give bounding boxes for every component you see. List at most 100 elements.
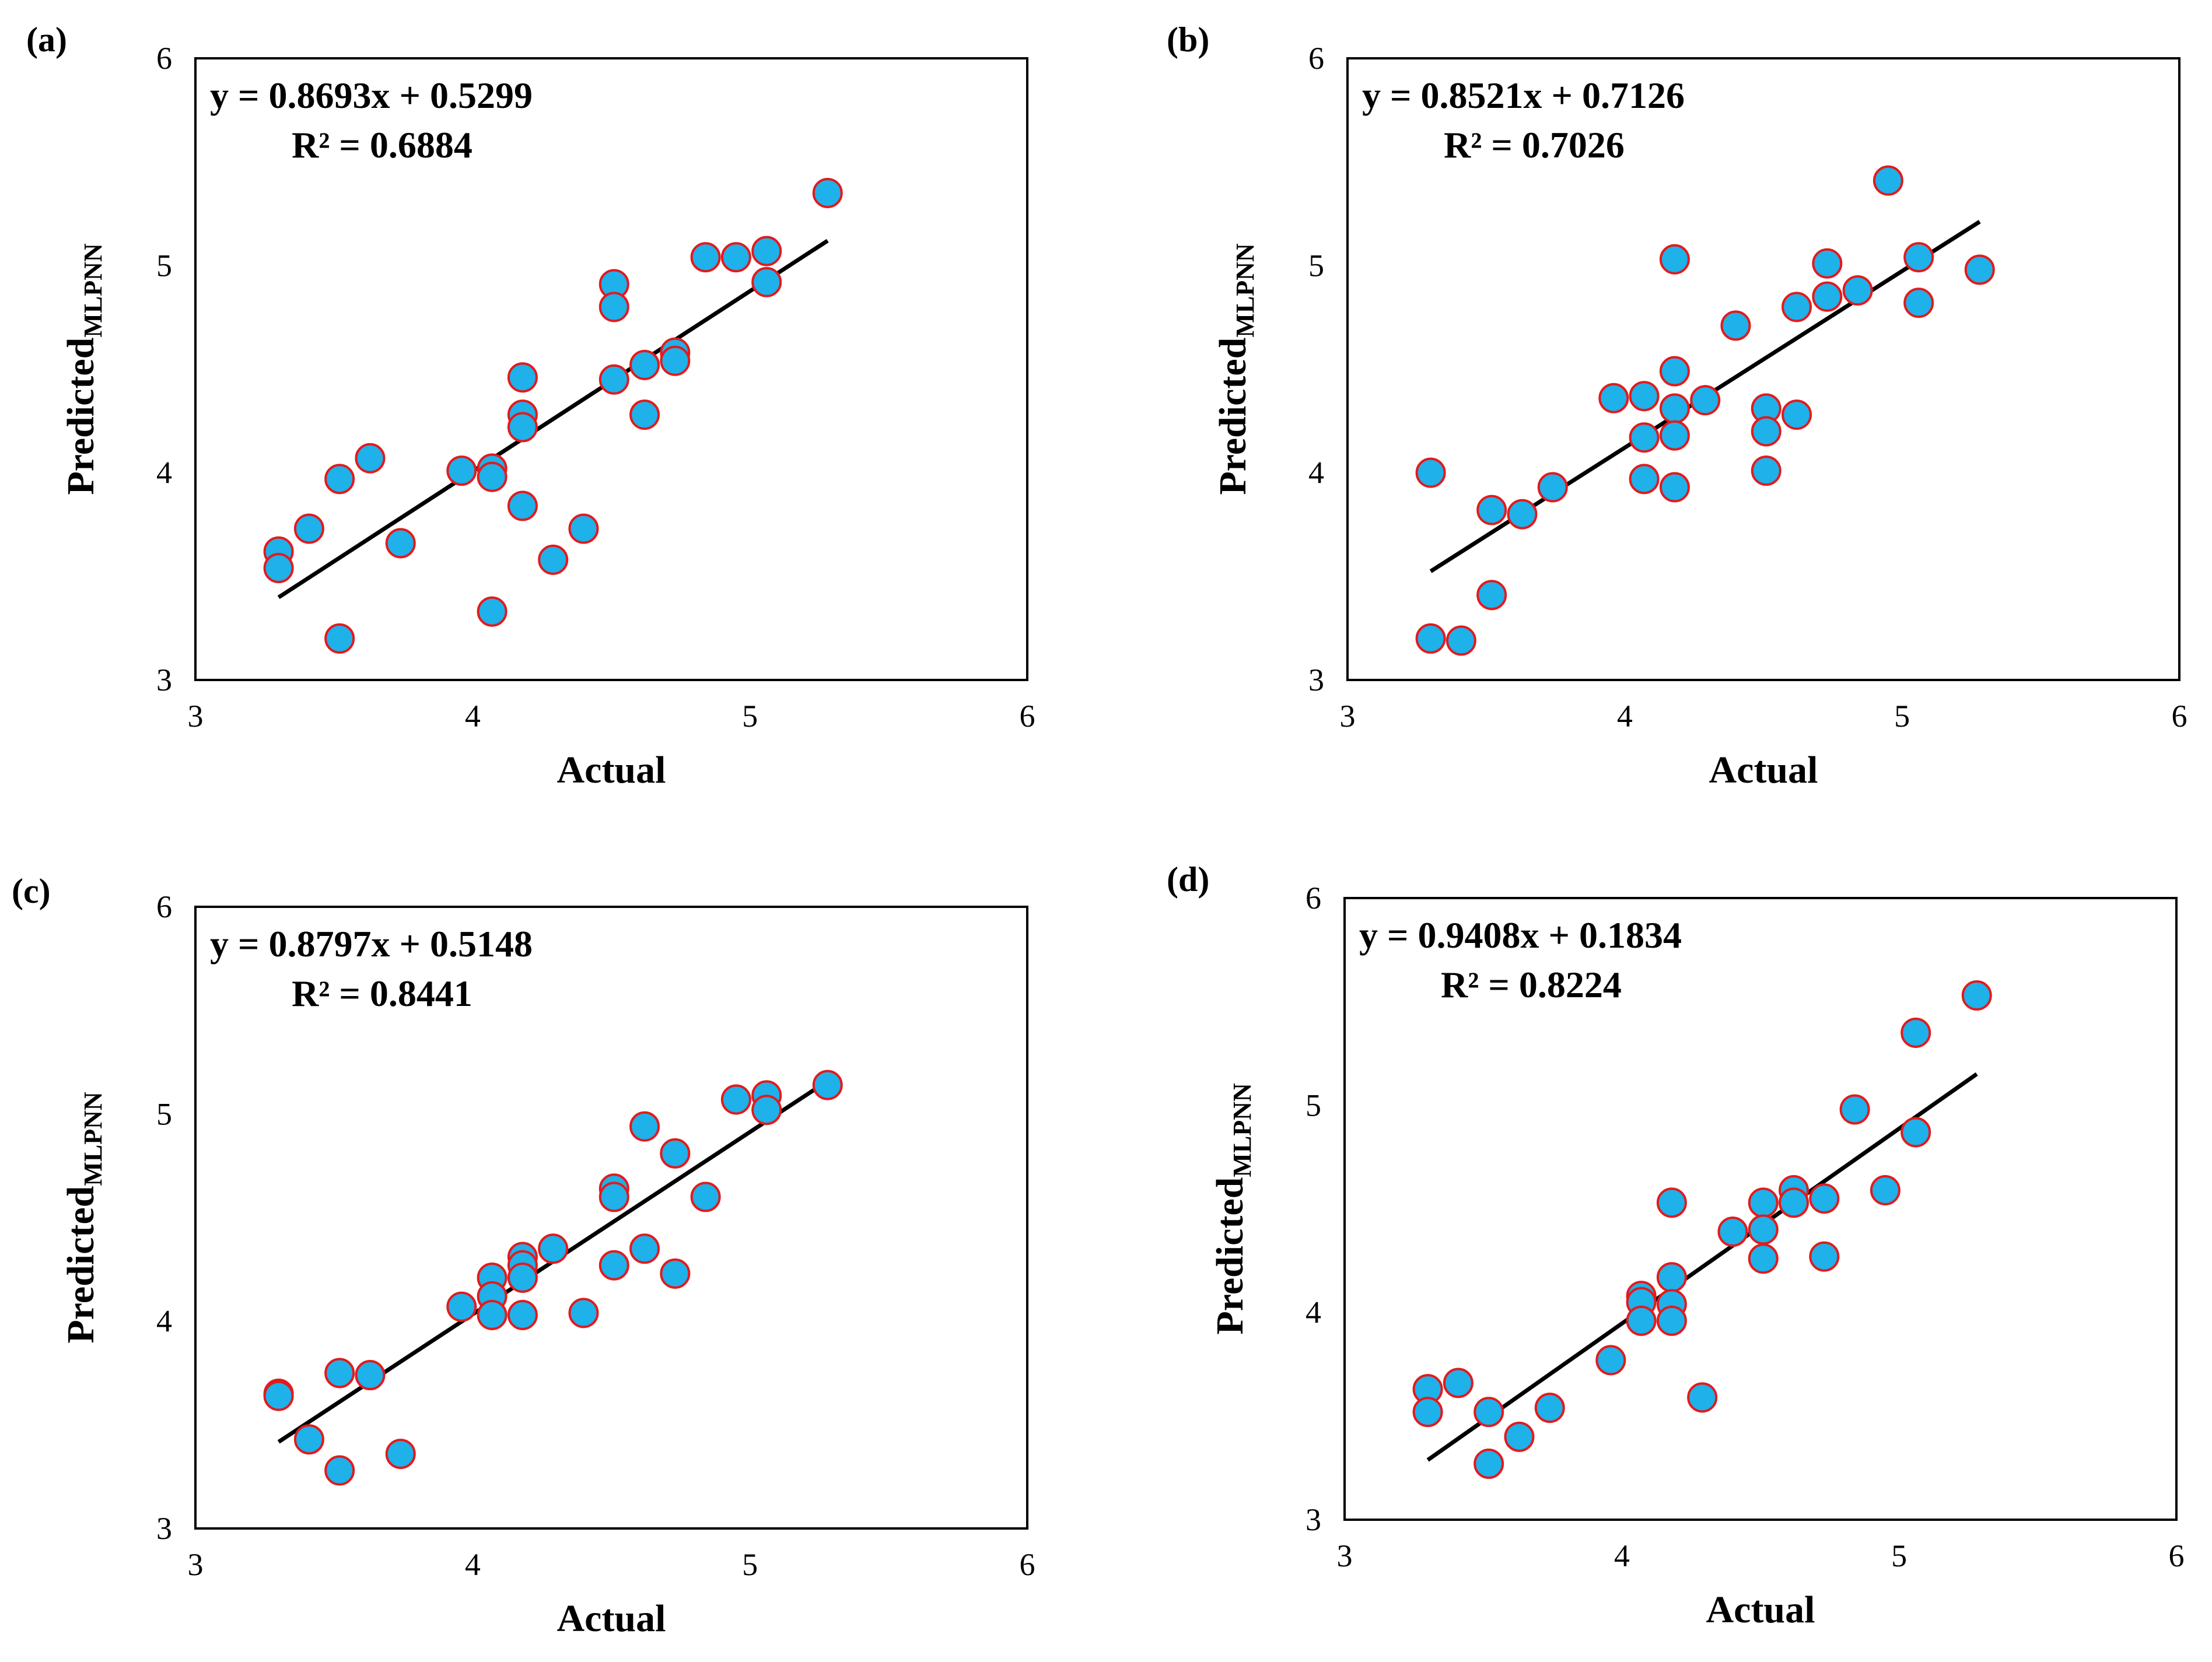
data-point	[355, 443, 386, 474]
chart-panel-2: (b) 3 4 5 6 3 4 5 6 Actual PredictedMLPNN y = 0.852…	[1167, 20, 2188, 791]
data-point	[477, 461, 508, 492]
regression-equation: y = 0.9408x + 0.1834	[1359, 914, 1682, 956]
x-tick-label: 4	[465, 1547, 481, 1582]
data-point	[1412, 1397, 1443, 1428]
data-point	[324, 1455, 355, 1486]
data-point	[538, 1233, 569, 1264]
data-point	[812, 1070, 843, 1100]
data-point	[598, 292, 629, 322]
trend-line	[1426, 1072, 1978, 1462]
data-point	[751, 267, 782, 297]
y-axis-title-main: Predicted	[60, 1186, 102, 1344]
data-point	[629, 399, 660, 430]
data-point	[1842, 275, 1873, 306]
x-tick-label: 5	[1894, 699, 1910, 734]
data-point	[1629, 422, 1660, 453]
plot-frame	[1346, 57, 2180, 681]
y-tick-label: 3	[1308, 662, 1324, 697]
data-point	[660, 1258, 691, 1289]
data-point	[629, 1111, 660, 1142]
y-axis-title-main: Predicted	[60, 338, 102, 495]
data-point	[1629, 381, 1660, 412]
trend-line	[277, 239, 829, 599]
data-point	[1443, 1368, 1474, 1398]
data-point	[1720, 310, 1751, 341]
y-axis-title-main: Predicted	[1212, 338, 1254, 495]
x-axis-title: Actual	[557, 749, 666, 791]
y-tick-label: 6	[1308, 41, 1324, 76]
data-point	[446, 1291, 477, 1322]
data-point	[1748, 1214, 1779, 1245]
data-point	[507, 1263, 538, 1293]
data-point	[598, 1181, 629, 1212]
data-point	[660, 345, 691, 376]
data-point	[568, 1298, 599, 1328]
data-point	[660, 1138, 691, 1169]
x-tick-label: 6	[2172, 699, 2188, 734]
r-squared-label: R² = 0.6884	[292, 124, 473, 166]
data-point	[1690, 385, 1721, 416]
regression-equation: y = 0.8693x + 0.5299	[210, 75, 533, 116]
data-point	[324, 1358, 355, 1388]
x-tick-label: 6	[1020, 699, 1035, 734]
x-tick-label: 5	[742, 699, 758, 734]
data-point	[1748, 1243, 1779, 1274]
panel-label: (d)	[1167, 860, 1209, 899]
data-point	[1961, 980, 1992, 1011]
x-axis-title: Actual	[1709, 749, 1818, 791]
data-point	[1964, 254, 1995, 285]
data-point	[1748, 1187, 1779, 1218]
data-point	[629, 349, 660, 380]
data-point	[751, 236, 782, 267]
y-axis-title: PredictedMLPNN	[60, 243, 107, 495]
data-point	[324, 464, 355, 495]
data-point	[690, 242, 721, 273]
data-point	[1474, 1449, 1504, 1479]
y-axis-title: PredictedMLPNN	[60, 1092, 107, 1344]
data-point	[538, 544, 569, 575]
data-point	[1415, 457, 1446, 488]
data-point	[720, 1084, 751, 1115]
data-point	[1626, 1305, 1657, 1336]
y-axis-title: PredictedMLPNN	[1212, 243, 1259, 495]
data-point	[1903, 287, 1934, 318]
x-axis-title: Actual	[1706, 1589, 1815, 1631]
plot-frame	[194, 57, 1028, 681]
data-point	[324, 623, 355, 654]
data-point	[1659, 244, 1690, 275]
x-tick-label: 4	[465, 699, 481, 734]
data-point	[1903, 242, 1934, 273]
data-point	[1751, 416, 1782, 447]
data-point	[507, 1300, 538, 1331]
data-point	[385, 528, 416, 559]
r-squared-label: R² = 0.8224	[1441, 964, 1622, 1005]
data-point	[1873, 165, 1903, 196]
data-point	[598, 1250, 629, 1281]
data-point	[1446, 625, 1476, 656]
y-tick-label: 3	[156, 1511, 172, 1546]
data-point	[1474, 1397, 1504, 1428]
data-point	[507, 412, 538, 443]
data-point	[1751, 455, 1782, 486]
chart-panel-1: (a) 3 4 5 6 3 4 5 6 Actual PredictedMLPNN y = 0.869…	[26, 20, 1035, 791]
y-tick-label: 5	[156, 248, 172, 283]
y-tick-label: 5	[156, 1096, 172, 1131]
data-point	[1870, 1175, 1901, 1206]
panel-label: (a)	[26, 20, 67, 59]
r-squared-label: R² = 0.7026	[1444, 124, 1625, 166]
y-axis-title-subscript: MLPNN	[1228, 1083, 1256, 1177]
data-point	[1659, 420, 1690, 451]
data-point	[598, 364, 629, 395]
data-point	[1537, 472, 1568, 503]
chart-panel-4: (d) 3 4 5 6 3 4 5 6 Actual PredictedMLPNN y = 0.940…	[1167, 860, 2185, 1631]
data-point	[1839, 1094, 1870, 1125]
data-point	[1779, 1187, 1810, 1218]
data-point	[1598, 383, 1629, 413]
x-tick-label: 4	[1617, 699, 1633, 734]
x-tick-label: 3	[1337, 1538, 1353, 1573]
regression-equation: y = 0.8797x + 0.5148	[210, 923, 533, 965]
data-point	[1659, 393, 1690, 424]
chart-panel-3: (c) 3 4 5 6 3 4 5 6 Actual PredictedMLPNN y = 0.879…	[12, 872, 1035, 1640]
data-point	[1659, 472, 1690, 503]
